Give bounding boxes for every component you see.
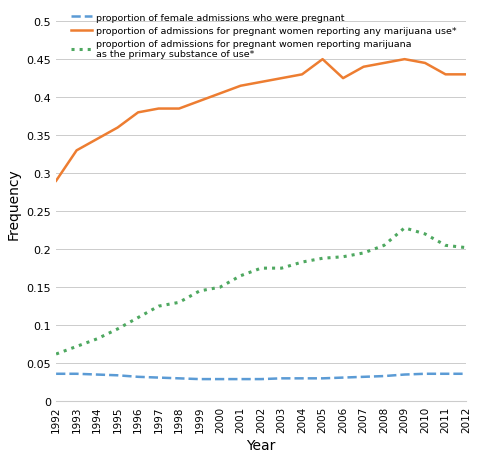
proportion of female admissions who were pregnant [422, 371, 428, 377]
proportion of admissions for pregnant women reporting marijuana
as the primary substance of use* [217, 285, 223, 290]
proportion of admissions for pregnant women reporting marijuana
as the primary substance of use* [422, 232, 428, 237]
proportion of admissions for pregnant women reporting marijuana
as the primary substance of use* [340, 254, 346, 260]
proportion of admissions for pregnant women reporting any marijuana use* [381, 61, 387, 67]
proportion of admissions for pregnant women reporting any marijuana use* [422, 61, 428, 67]
proportion of admissions for pregnant women reporting marijuana
as the primary substance of use* [53, 352, 59, 357]
proportion of admissions for pregnant women reporting any marijuana use* [156, 106, 162, 112]
proportion of admissions for pregnant women reporting any marijuana use* [238, 84, 243, 90]
proportion of admissions for pregnant women reporting any marijuana use* [74, 148, 79, 154]
proportion of female admissions who were pregnant [197, 376, 203, 382]
proportion of admissions for pregnant women reporting any marijuana use* [279, 76, 284, 82]
proportion of admissions for pregnant women reporting any marijuana use* [299, 73, 305, 78]
proportion of admissions for pregnant women reporting any marijuana use* [340, 76, 346, 82]
proportion of female admissions who were pregnant [258, 376, 264, 382]
proportion of admissions for pregnant women reporting marijuana
as the primary substance of use* [197, 289, 203, 294]
proportion of admissions for pregnant women reporting any marijuana use* [402, 57, 407, 63]
proportion of admissions for pregnant women reporting marijuana
as the primary substance of use* [463, 245, 469, 251]
proportion of admissions for pregnant women reporting any marijuana use* [53, 179, 59, 184]
proportion of female admissions who were pregnant [156, 375, 162, 381]
proportion of female admissions who were pregnant [74, 371, 79, 377]
proportion of admissions for pregnant women reporting marijuana
as the primary substance of use* [402, 226, 407, 231]
proportion of admissions for pregnant women reporting any marijuana use* [258, 80, 264, 85]
proportion of female admissions who were pregnant [463, 371, 469, 377]
proportion of admissions for pregnant women reporting marijuana
as the primary substance of use* [94, 336, 100, 342]
proportion of female admissions who were pregnant [443, 371, 448, 377]
proportion of admissions for pregnant women reporting marijuana
as the primary substance of use* [74, 344, 79, 349]
proportion of admissions for pregnant women reporting marijuana
as the primary substance of use* [238, 274, 243, 279]
proportion of female admissions who were pregnant [135, 374, 141, 380]
proportion of admissions for pregnant women reporting any marijuana use* [135, 110, 141, 116]
proportion of female admissions who were pregnant [94, 372, 100, 377]
proportion of admissions for pregnant women reporting any marijuana use* [320, 57, 326, 63]
proportion of admissions for pregnant women reporting marijuana
as the primary substance of use* [176, 300, 182, 305]
Y-axis label: Frequency: Frequency [7, 168, 21, 240]
proportion of female admissions who were pregnant [361, 374, 367, 380]
proportion of female admissions who were pregnant [299, 376, 305, 381]
proportion of female admissions who were pregnant [115, 373, 120, 378]
proportion of admissions for pregnant women reporting marijuana
as the primary substance of use* [361, 251, 367, 256]
proportion of female admissions who were pregnant [279, 376, 284, 381]
Line: proportion of admissions for pregnant women reporting marijuana
as the primary substance of use*: proportion of admissions for pregnant wo… [56, 229, 466, 354]
proportion of admissions for pregnant women reporting any marijuana use* [463, 73, 469, 78]
proportion of admissions for pregnant women reporting marijuana
as the primary substance of use* [115, 326, 120, 332]
proportion of admissions for pregnant women reporting any marijuana use* [94, 137, 100, 142]
proportion of admissions for pregnant women reporting marijuana
as the primary substance of use* [443, 243, 448, 249]
proportion of female admissions who were pregnant [53, 371, 59, 377]
Legend: proportion of female admissions who were pregnant, proportion of admissions for : proportion of female admissions who were… [69, 11, 459, 61]
proportion of admissions for pregnant women reporting marijuana
as the primary substance of use* [299, 260, 305, 265]
proportion of admissions for pregnant women reporting marijuana
as the primary substance of use* [381, 243, 387, 249]
proportion of admissions for pregnant women reporting any marijuana use* [115, 125, 120, 131]
proportion of admissions for pregnant women reporting any marijuana use* [443, 73, 448, 78]
proportion of admissions for pregnant women reporting any marijuana use* [176, 106, 182, 112]
proportion of female admissions who were pregnant [320, 376, 326, 381]
Line: proportion of admissions for pregnant women reporting any marijuana use*: proportion of admissions for pregnant wo… [56, 60, 466, 181]
proportion of admissions for pregnant women reporting marijuana
as the primary substance of use* [279, 266, 284, 271]
proportion of admissions for pregnant women reporting marijuana
as the primary substance of use* [135, 315, 141, 320]
proportion of admissions for pregnant women reporting any marijuana use* [361, 65, 367, 70]
proportion of female admissions who were pregnant [238, 376, 243, 382]
proportion of female admissions who were pregnant [217, 376, 223, 382]
proportion of admissions for pregnant women reporting any marijuana use* [197, 99, 203, 105]
proportion of female admissions who were pregnant [402, 372, 407, 377]
proportion of admissions for pregnant women reporting any marijuana use* [217, 91, 223, 97]
proportion of admissions for pregnant women reporting marijuana
as the primary substance of use* [258, 266, 264, 271]
proportion of female admissions who were pregnant [176, 376, 182, 381]
Line: proportion of female admissions who were pregnant: proportion of female admissions who were… [56, 374, 466, 379]
X-axis label: Year: Year [246, 438, 276, 452]
proportion of admissions for pregnant women reporting marijuana
as the primary substance of use* [156, 304, 162, 309]
proportion of admissions for pregnant women reporting marijuana
as the primary substance of use* [320, 256, 326, 262]
proportion of female admissions who were pregnant [340, 375, 346, 381]
proportion of female admissions who were pregnant [381, 374, 387, 379]
